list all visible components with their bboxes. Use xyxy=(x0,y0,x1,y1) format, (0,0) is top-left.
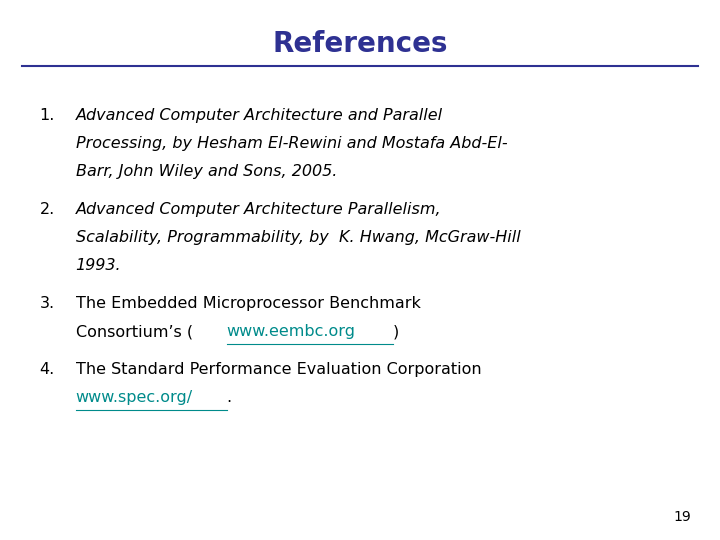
Text: 4.: 4. xyxy=(40,362,55,377)
Text: 1993.: 1993. xyxy=(76,258,121,273)
Text: ): ) xyxy=(393,324,400,339)
Text: The Embedded Microprocessor Benchmark: The Embedded Microprocessor Benchmark xyxy=(76,296,420,311)
Text: Processing, by Hesham El-Rewini and Mostafa Abd-El-: Processing, by Hesham El-Rewini and Most… xyxy=(76,136,507,151)
Text: References: References xyxy=(272,30,448,58)
Text: www.spec.org/: www.spec.org/ xyxy=(76,390,193,405)
Text: 19: 19 xyxy=(673,510,691,524)
Text: 3.: 3. xyxy=(40,296,55,311)
Text: 1.: 1. xyxy=(40,108,55,123)
Text: www.eembc.org: www.eembc.org xyxy=(227,324,356,339)
Text: 2.: 2. xyxy=(40,202,55,217)
Text: Scalability, Programmability, by  K. Hwang, McGraw-Hill: Scalability, Programmability, by K. Hwan… xyxy=(76,230,521,245)
Text: .: . xyxy=(227,390,232,405)
Text: Consortium’s (: Consortium’s ( xyxy=(76,324,193,339)
Text: Advanced Computer Architecture and Parallel: Advanced Computer Architecture and Paral… xyxy=(76,108,443,123)
Text: The Standard Performance Evaluation Corporation: The Standard Performance Evaluation Corp… xyxy=(76,362,481,377)
Text: Barr, John Wiley and Sons, 2005.: Barr, John Wiley and Sons, 2005. xyxy=(76,164,337,179)
Text: Advanced Computer Architecture Parallelism,: Advanced Computer Architecture Paralleli… xyxy=(76,202,441,217)
